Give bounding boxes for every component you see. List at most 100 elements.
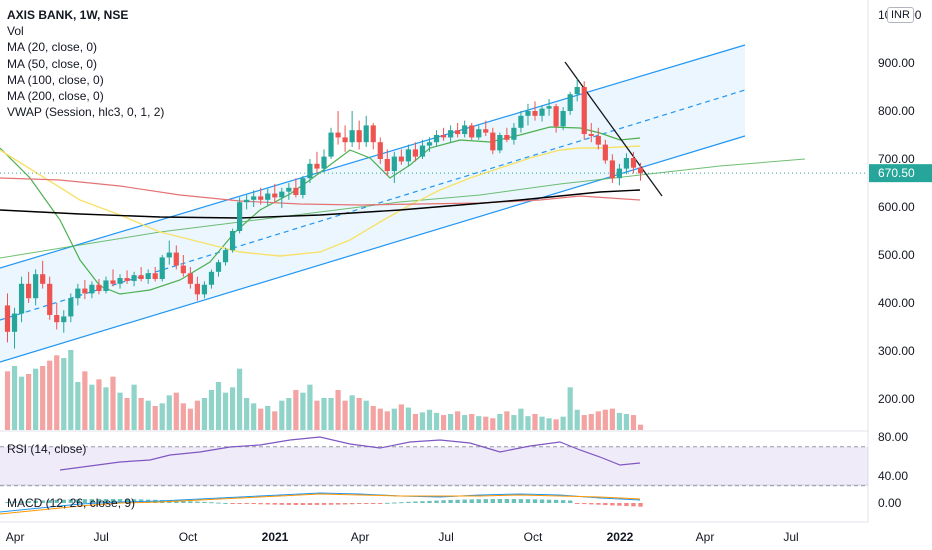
- candle: [173, 245, 179, 270]
- price-tick-label: 900.00: [878, 56, 915, 70]
- volume-bar: [497, 414, 503, 430]
- candle-body: [18, 283, 25, 314]
- macd-histogram-bar: [553, 499, 559, 503]
- macd-histogram-bar: [624, 503, 629, 507]
- ma100-line: [0, 177, 641, 206]
- candle-body: [47, 283, 53, 315]
- candle-body: [4, 305, 11, 332]
- volume-bar: [222, 392, 229, 430]
- volume-bar: [68, 350, 74, 430]
- volume-bar: [553, 419, 559, 430]
- candle: [286, 183, 292, 200]
- candle-body: [567, 94, 573, 111]
- legend-ma100[interactable]: MA (100, close, 0): [7, 72, 104, 87]
- rsi-label[interactable]: RSI (14, close): [7, 442, 87, 456]
- candle-body: [173, 252, 179, 266]
- macd-histogram-bar: [82, 499, 88, 503]
- candle: [490, 127, 496, 155]
- candle-body: [419, 145, 426, 157]
- macd-histogram-bar: [286, 503, 292, 505]
- candle-body: [300, 178, 306, 195]
- macd-histogram-bar: [364, 503, 369, 504]
- candle-body: [363, 125, 369, 143]
- volume-bar: [384, 411, 390, 430]
- candle-body: [553, 106, 559, 127]
- macd-label[interactable]: MACD (12, 26, close, 9): [7, 496, 136, 510]
- volume-bar: [251, 403, 257, 430]
- volume-bar: [124, 398, 130, 430]
- macd-histogram-bar: [490, 499, 495, 503]
- volume-bar: [194, 400, 200, 430]
- macd-histogram-bar: [427, 500, 432, 503]
- candle: [356, 120, 362, 150]
- volume-bar: [321, 398, 327, 430]
- candle: [595, 127, 601, 150]
- candle-body: [61, 316, 67, 323]
- macd-histogram-bar: [610, 503, 615, 506]
- candle: [293, 178, 299, 198]
- macd-histogram-bar: [448, 500, 453, 503]
- volume-bar: [546, 418, 552, 430]
- candle-body: [110, 280, 116, 284]
- candle-body: [405, 149, 411, 162]
- currency-badge[interactable]: INR: [887, 7, 914, 23]
- macd-histogram-bar: [209, 502, 214, 504]
- candle-body: [215, 262, 222, 272]
- candle-body: [244, 199, 250, 203]
- volume-bar: [462, 415, 468, 430]
- macd-histogram-bar: [638, 503, 643, 507]
- macd-histogram-bar: [455, 499, 460, 503]
- legend-ma50[interactable]: MA (50, close, 0): [7, 56, 98, 71]
- legend-ma20[interactable]: MA (20, close, 0): [7, 40, 98, 55]
- candle-body: [124, 278, 130, 281]
- macd-histogram-bar: [546, 499, 552, 503]
- ma50-line: [0, 145, 641, 257]
- candle-body: [117, 278, 123, 284]
- volume-bar: [265, 406, 271, 430]
- macd-histogram-bar: [617, 503, 622, 506]
- candle-body: [532, 111, 538, 116]
- candle-body: [609, 160, 615, 179]
- candle-body: [237, 202, 243, 231]
- volume-bar: [623, 414, 630, 430]
- candle-body: [490, 132, 496, 151]
- macd-histogram-bar: [103, 499, 109, 503]
- candle: [616, 163, 622, 186]
- legend-ma200[interactable]: MA (200, close, 0): [7, 89, 104, 104]
- candle: [258, 187, 264, 205]
- chart-legend: AXIS BANK, 1W, NSE Vol MA (20, close, 0)…: [7, 7, 164, 120]
- candle: [370, 123, 376, 150]
- volume-bar: [342, 400, 348, 430]
- candle: [237, 197, 243, 234]
- price-tick-label: 600.00: [878, 200, 915, 214]
- time-axis-label: Apr: [696, 530, 715, 544]
- symbol-title[interactable]: AXIS BANK, 1W, NSE: [7, 8, 129, 22]
- legend-volume[interactable]: Vol: [7, 24, 24, 39]
- legend-vwap[interactable]: VWAP (Session, hlc3, 0, 1, 2): [7, 105, 165, 120]
- candle-body: [370, 125, 376, 143]
- candle-body: [251, 196, 257, 200]
- macd-histogram-bar: [335, 503, 341, 505]
- macd-histogram-bar: [525, 499, 531, 503]
- candle-body: [152, 273, 158, 279]
- candle: [314, 151, 320, 174]
- candle: [532, 101, 538, 121]
- macd-histogram-bar: [356, 503, 362, 504]
- macd-histogram-bar: [314, 503, 320, 505]
- volume-bar: [370, 406, 376, 430]
- candle: [504, 127, 510, 143]
- candle: [215, 259, 222, 277]
- candle: [208, 269, 215, 289]
- macd-histogram-bar: [349, 503, 355, 505]
- candle-body: [194, 283, 200, 295]
- candle: [539, 105, 545, 122]
- macd-histogram-bar: [54, 499, 59, 503]
- candle: [152, 267, 158, 282]
- macd-histogram-bar: [5, 502, 10, 503]
- candle: [448, 125, 454, 143]
- volume-bar: [314, 400, 320, 430]
- macd-histogram-bar: [378, 503, 383, 504]
- candle-body: [138, 275, 144, 279]
- candle-body: [440, 135, 447, 138]
